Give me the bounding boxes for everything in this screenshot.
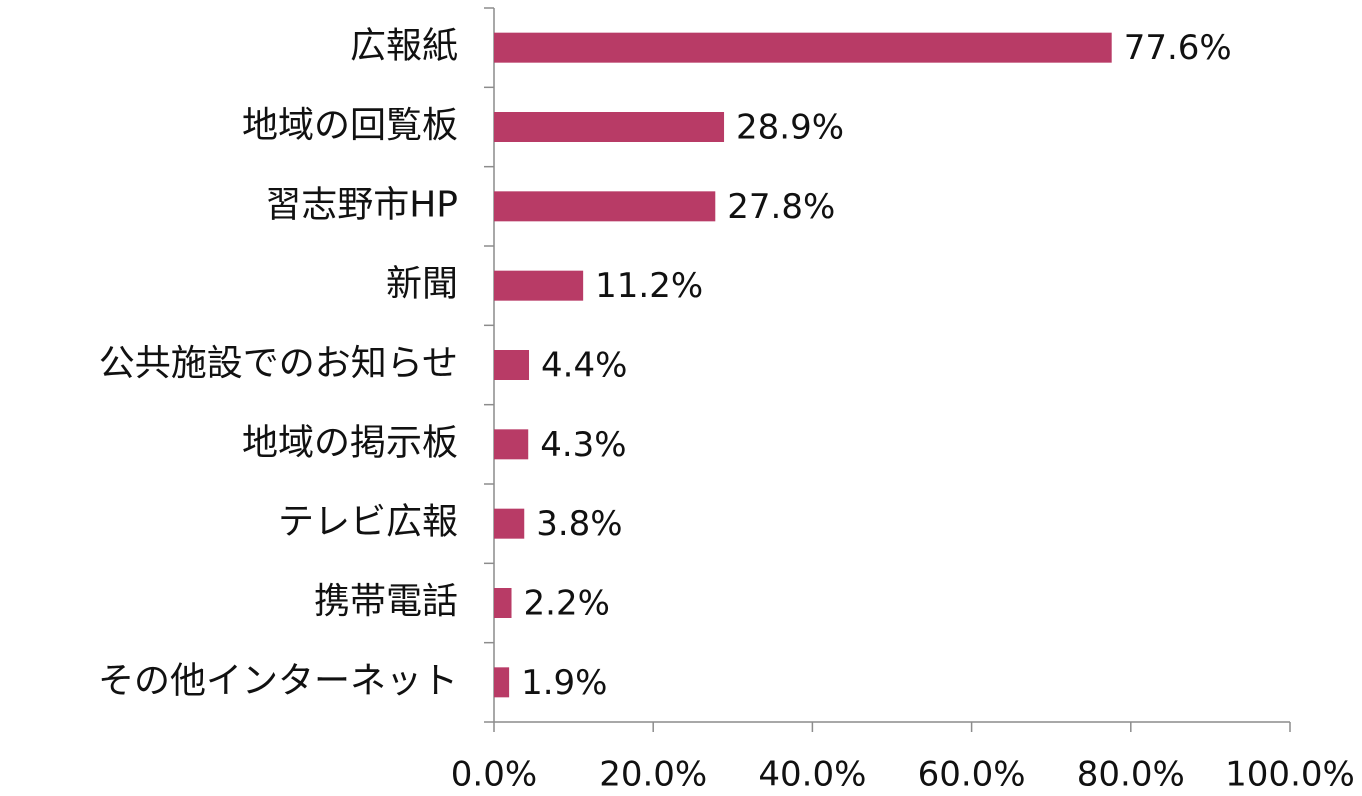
bar <box>494 508 525 539</box>
value-label: 1.9% <box>521 663 607 703</box>
value-label: 2.2% <box>524 584 610 624</box>
value-label: 27.8% <box>727 187 835 227</box>
category-label: 広報紙 <box>350 26 458 67</box>
bar <box>494 667 510 698</box>
bar <box>494 32 1112 63</box>
category-label: 公共施設でのお知らせ <box>99 343 458 384</box>
value-label: 11.2% <box>595 266 703 306</box>
bar <box>494 588 512 618</box>
value-label: 3.8% <box>536 504 622 544</box>
value-label: 4.3% <box>540 425 626 465</box>
category-label: テレビ広報 <box>278 502 458 543</box>
x-tick-label: 40.0% <box>758 755 866 795</box>
x-tick-label: 0.0% <box>451 755 537 795</box>
value-label: 28.9% <box>736 108 844 148</box>
bar <box>494 191 716 222</box>
bar <box>494 270 584 301</box>
bar <box>494 429 529 460</box>
value-label: 4.4% <box>541 346 627 386</box>
category-label: その他インターネット <box>98 660 458 701</box>
category-label: 携帯電話 <box>314 581 458 622</box>
x-tick-label: 60.0% <box>918 755 1026 795</box>
value-label: 77.6% <box>1124 28 1232 68</box>
category-label: 習志野市HP <box>265 184 458 225</box>
category-label: 地域の回覧板 <box>242 105 458 146</box>
category-label: 地域の掲示板 <box>242 422 458 463</box>
bar <box>494 112 725 142</box>
category-label: 新聞 <box>386 264 458 305</box>
x-tick-label: 20.0% <box>599 755 707 795</box>
bar <box>494 350 530 380</box>
x-tick-label: 80.0% <box>1077 755 1185 795</box>
x-tick-label: 100.0% <box>1225 755 1355 795</box>
